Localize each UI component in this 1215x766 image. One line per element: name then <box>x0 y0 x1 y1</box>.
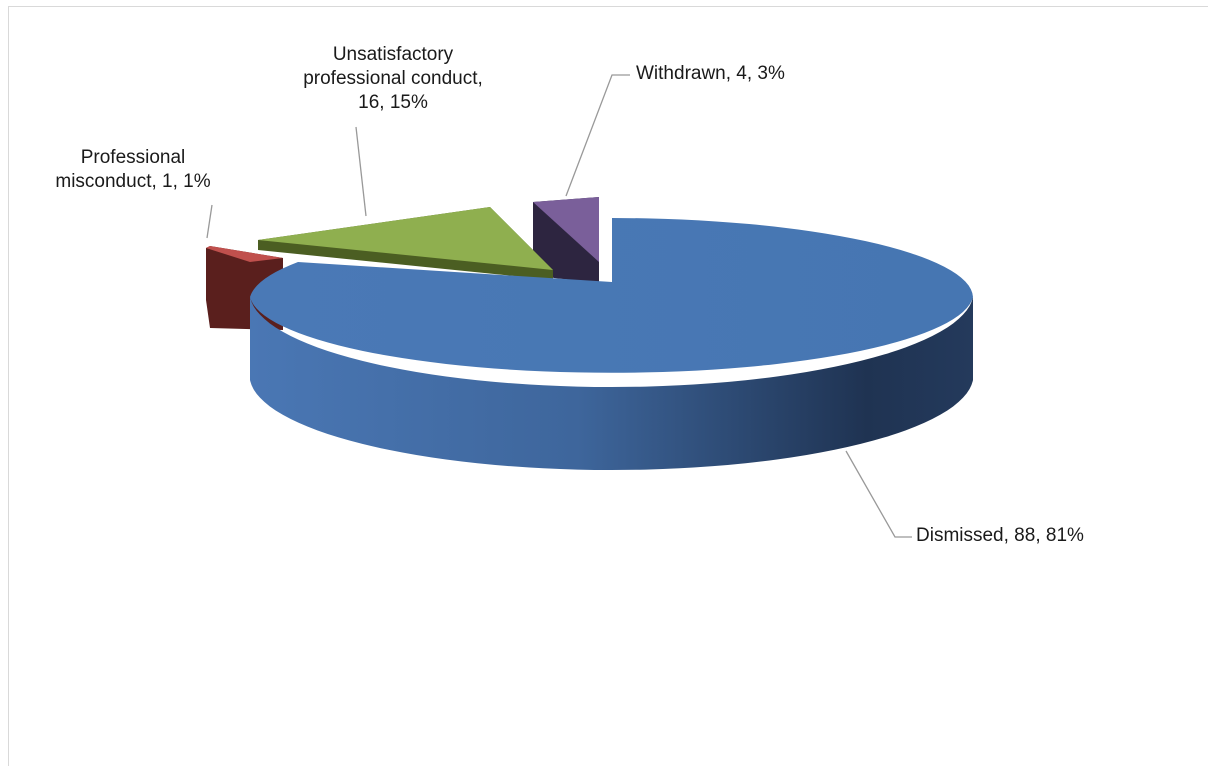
data-label-professional-misconduct: Professional misconduct, 1, 1% <box>33 146 233 194</box>
data-label-withdrawn: Withdrawn, 4, 3% <box>636 63 785 84</box>
pie-slice-dismissed <box>250 218 973 471</box>
data-label-unsatisfactory-line2: professional conduct, <box>303 68 483 89</box>
data-label-professional-line2: misconduct, 1, 1% <box>55 171 211 192</box>
data-label-professional-line1: Professional <box>80 147 186 168</box>
chart-frame <box>8 6 1208 766</box>
leader-line-dismissed <box>845 450 912 538</box>
leader-line-unsatisfactory <box>355 126 367 217</box>
leader-line-withdrawn <box>565 74 630 197</box>
data-label-unsatisfactory-line1: Unsatisfactory <box>332 44 454 65</box>
leader-line-professional <box>206 204 213 239</box>
data-label-unsatisfactory: Unsatisfactory professional conduct, 16,… <box>283 43 503 115</box>
data-label-dismissed: Dismissed, 88, 81% <box>916 525 1084 546</box>
leader-lines <box>206 74 912 538</box>
pie-slice-withdrawn <box>533 197 599 283</box>
pie-slice-unsatisfactory <box>258 207 553 280</box>
data-label-unsatisfactory-line3: 16, 15% <box>358 92 428 113</box>
